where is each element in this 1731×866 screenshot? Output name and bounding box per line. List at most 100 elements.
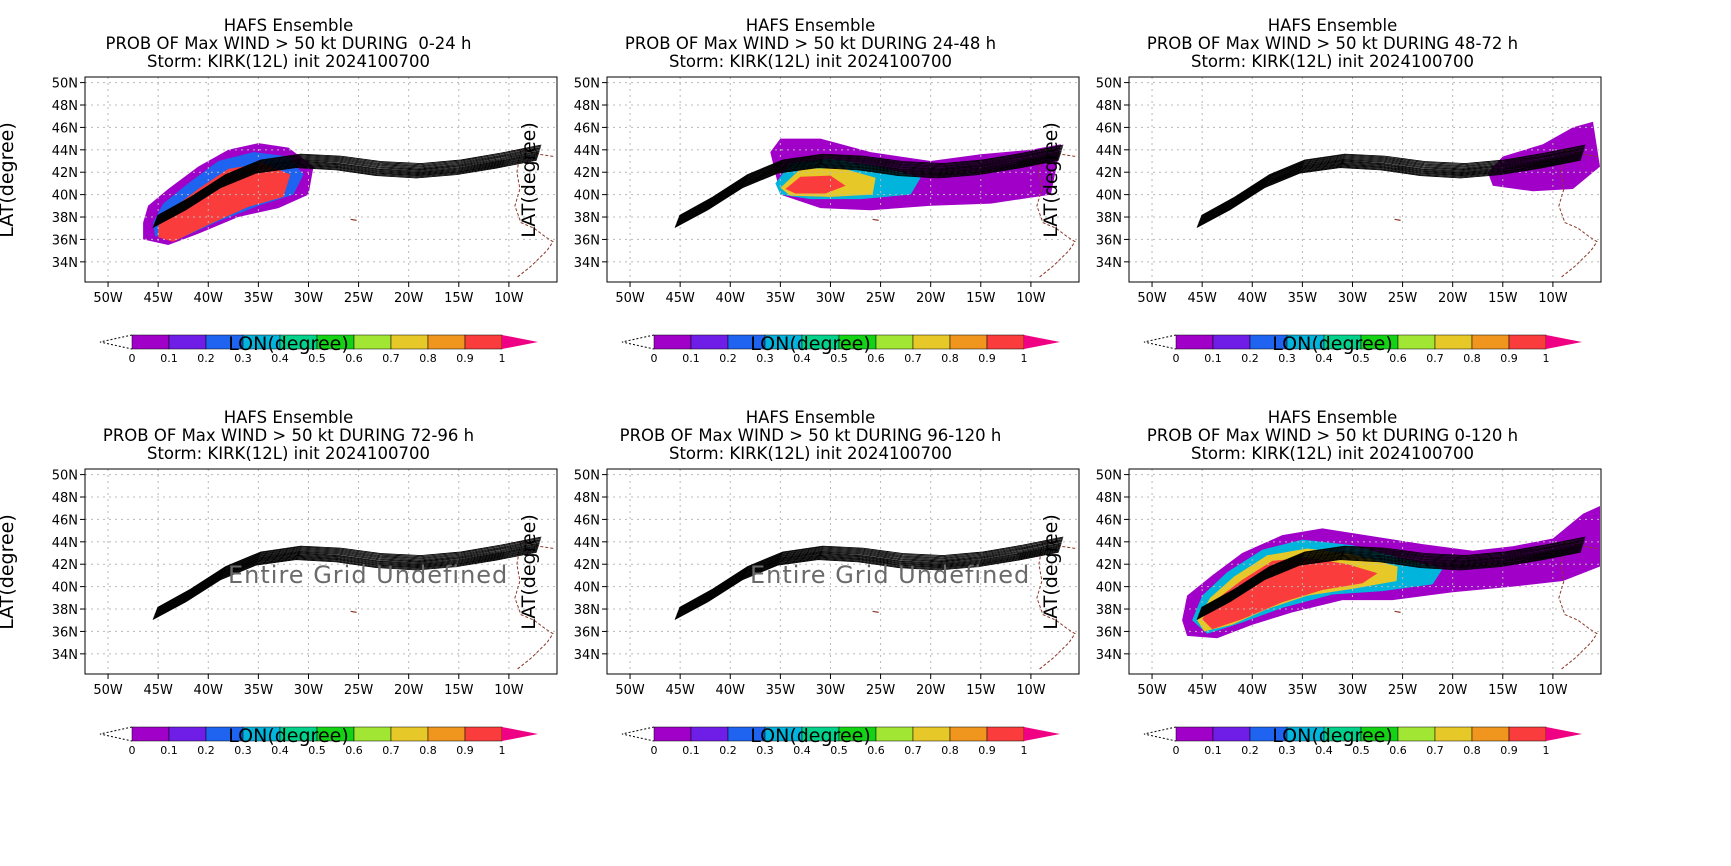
track-line [157, 536, 542, 608]
lat-tick-label: 36N [52, 233, 78, 248]
lat-tick-label: 46N [574, 121, 600, 136]
colorbar-label: 0 [1173, 352, 1180, 365]
grid-lines [607, 469, 1079, 674]
track-line [154, 546, 539, 616]
lon-tick-label: 20W [394, 291, 424, 306]
colorbar-label: 0.4 [1315, 352, 1333, 365]
lon-tick-label: 15W [966, 683, 996, 698]
lat-tick-label: 48N [1096, 491, 1122, 506]
lat-tick-label: 40N [574, 581, 600, 596]
colorbar-label: 0.4 [793, 352, 811, 365]
track-line [153, 549, 538, 619]
panel-title-line1: HAFS Ensemble [1267, 408, 1398, 427]
plot-frame [84, 76, 558, 283]
colorbar-label: 0.5 [1352, 352, 1370, 365]
lon-tick-label: 40W [716, 683, 746, 698]
track-line [156, 145, 541, 217]
track-line [1201, 144, 1586, 216]
lon-tick-label: 40W [1238, 683, 1268, 698]
lat-tick-label: 38N [574, 603, 600, 618]
track-line [1200, 537, 1585, 609]
colorbar-label: 0.6 [345, 744, 363, 757]
colorbar-label: 0 [129, 352, 136, 365]
track-line [1196, 550, 1582, 620]
lat-tick-label: 40N [52, 581, 78, 596]
track-line [1197, 547, 1583, 617]
panel-title-line2: PROB OF Max WIND > 50 kt DURING 0-120 h [1146, 426, 1519, 445]
lat-tick-label: 40N [574, 189, 600, 204]
track-line [156, 540, 541, 611]
colorbar-label: 0.2 [719, 352, 737, 365]
track-line [675, 547, 1061, 617]
colorbar-label: 0.5 [830, 744, 848, 757]
track-line [1196, 551, 1581, 620]
colorbar: 0 0.1 0.2 0.3 0.4 0.5 0.6 0.7 0.8 0.9 1 [99, 334, 538, 365]
lat-tick-label: 44N [1096, 144, 1122, 159]
lon-tick-label: 30W [294, 291, 324, 306]
track-line [1198, 544, 1584, 614]
colorbar: 0 0.1 0.2 0.3 0.4 0.5 0.6 0.7 0.8 0.9 1 [621, 726, 1060, 757]
track-line [675, 156, 1060, 226]
colorbar: 0 0.1 0.2 0.3 0.4 0.5 0.6 0.7 0.8 0.9 1 [1143, 334, 1582, 365]
colorbar-label: 0.4 [793, 744, 811, 757]
track-line [155, 150, 540, 221]
lon-tick-label: 10W [1538, 683, 1568, 698]
track-line [155, 151, 540, 221]
colorbar-label: 0.1 [1204, 744, 1222, 757]
panel-title-line3: Storm: KIRK(12L) init 2024100700 [668, 52, 952, 71]
colorbar-label: 0.9 [1500, 744, 1518, 757]
lat-tick-label: 46N [52, 513, 78, 528]
x-axis-label: LON(degree) [1272, 333, 1393, 355]
colorbar: 0 0.1 0.2 0.3 0.4 0.5 0.6 0.7 0.8 0.9 1 [621, 334, 1060, 365]
undefined-grid-note: Entire Grid Undefined [750, 561, 1030, 589]
lon-tick-label: 40W [716, 291, 746, 306]
lat-tick-label: 46N [1096, 513, 1122, 528]
track-line [155, 543, 540, 613]
lat-tick-label: 36N [1096, 233, 1122, 248]
panel-title-line3: Storm: KIRK(12L) init 2024100700 [668, 444, 952, 463]
axes: 50W 45W 40W 35W 30W 25W 20W 15W 10W 50N 48N 46N 44N 4… [574, 469, 1046, 698]
axes: 50W 45W 40W 35W 30W 25W 20W 15W 10W 50N 48N 46N 44N 4… [1096, 469, 1568, 698]
probability-map: 50W 45W 40W 35W 30W 25W 20W 15W 10W 50N 48N 46N 44N 4… [1096, 468, 1602, 757]
colorbar-label: 0.7 [1426, 352, 1444, 365]
track-line [154, 544, 540, 614]
panel-title-line1: HAFS Ensemble [745, 408, 876, 427]
lon-tick-label: 10W [1016, 683, 1046, 698]
ensemble-tracks [152, 536, 542, 620]
colorbar-label: 0.9 [456, 352, 474, 365]
track-line [677, 149, 1063, 220]
track-line [1201, 536, 1586, 608]
lat-tick-label: 40N [52, 189, 78, 204]
lon-tick-label: 10W [1538, 291, 1568, 306]
lat-tick-label: 42N [52, 558, 78, 573]
lat-tick-label: 46N [52, 121, 78, 136]
colorbar: 0 0.1 0.2 0.3 0.4 0.5 0.6 0.7 0.8 0.9 1 [99, 726, 538, 757]
track-line [1199, 151, 1584, 221]
track-line [1198, 546, 1583, 616]
ensemble-tracks [674, 536, 1064, 620]
track-line [676, 153, 1061, 223]
colorbar-over-triangle [1546, 727, 1582, 741]
lon-tick-label: 45W [665, 683, 695, 698]
lon-tick-label: 50W [93, 683, 123, 698]
lat-tick-label: 40N [1096, 581, 1122, 596]
colorbar-label: 0.2 [197, 352, 215, 365]
lon-tick-label: 30W [816, 291, 846, 306]
probability-map: 50W 45W 40W 35W 30W 25W 20W 15W 10W 50N 48N 46N 44N 4… [1096, 76, 1602, 365]
track-line [1198, 152, 1584, 222]
panel-title-line2: PROB OF Max WIND > 50 kt DURING 96-120 h [619, 426, 1002, 445]
colorbar-label: 0.1 [682, 744, 700, 757]
probability-shading [1182, 506, 1600, 639]
grid-lines [85, 469, 557, 674]
y-axis-label: LAT(degree) [0, 514, 18, 630]
lat-tick-label: 38N [1096, 603, 1122, 618]
colorbar-over-triangle [502, 335, 538, 349]
colorbar-label: 0.2 [1241, 352, 1259, 365]
grid-lines [85, 77, 557, 282]
track-line [152, 158, 538, 228]
track-line [678, 537, 1063, 609]
colorbar-label: 0.6 [1389, 352, 1407, 365]
lon-tick-label: 10W [1016, 291, 1046, 306]
track-line [1200, 148, 1585, 219]
track-line [677, 542, 1062, 613]
